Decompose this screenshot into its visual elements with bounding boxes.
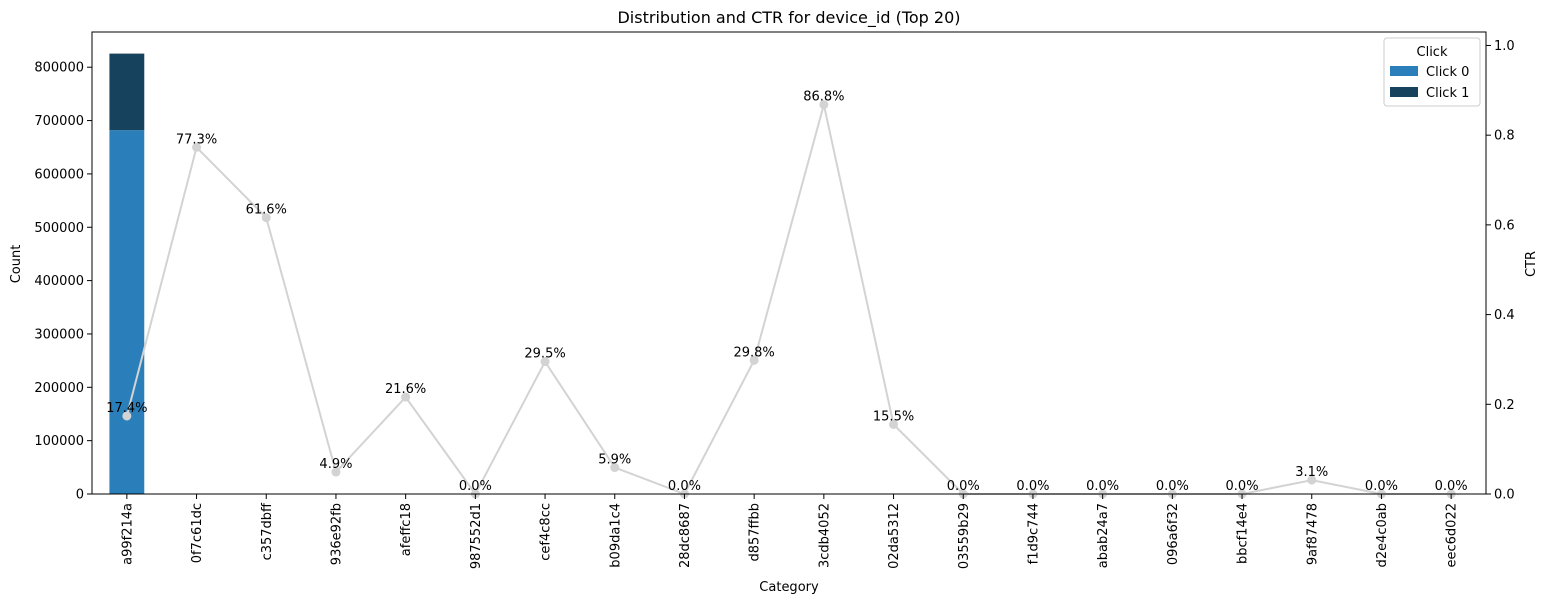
x-tick-label-3cdb4052: 3cdb4052 [817,503,832,568]
y2-tick-label-0.4: 0.4 [1494,308,1515,323]
bar-click0-a99f214a [109,130,145,494]
x-tick-label-bbcf14e4: bbcf14e4 [1236,503,1251,564]
ctr-label-cef4c8cc: 29.5% [524,347,565,362]
ctr-label-096a6f32: 0.0% [1156,479,1189,494]
ctr-point-b09da1c4 [610,463,620,473]
x-tick-label-cef4c8cc: cef4c8cc [539,503,554,561]
x-tick-label-28dc8687: 28dc8687 [678,503,693,568]
ctr-point-0f7c61dc [192,142,202,152]
x-tick-label-afeffc18: afeffc18 [399,503,414,556]
legend-title: Click [1417,45,1448,60]
ctr-point-936e92fb [331,467,341,477]
ctr-label-0f7c61dc: 77.3% [176,132,217,147]
ctr-label-02da5312: 15.5% [873,409,914,424]
ctr-label-28dc8687: 0.0% [668,479,701,494]
x-tick-label-b09da1c4: b09da1c4 [608,503,623,568]
bar-click1-a99f214a [109,53,145,131]
ctr-point-a99f214a [122,411,132,421]
legend-swatch-1 [1390,87,1418,97]
x-tick-label-02da5312: 02da5312 [887,503,902,569]
x-tick-label-03559b29: 03559b29 [957,503,972,569]
y2-tick-label-0.2: 0.2 [1494,398,1515,413]
plot-frame [91,31,1487,495]
x-tick-label-d2e4c0ab: d2e4c0ab [1375,503,1390,567]
ctr-label-a99f214a: 17.4% [106,401,147,416]
x-tick-label-0f7c61dc: 0f7c61dc [190,503,205,563]
y2-tick-label-0.6: 0.6 [1494,218,1515,233]
ctr-label-d2e4c0ab: 0.0% [1365,479,1398,494]
ctr-label-afeffc18: 21.6% [385,382,426,397]
y-axis-title: Count [9,245,24,284]
ctr-label-3cdb4052: 86.8% [803,90,844,105]
y2-tick-label-0: 0.0 [1494,488,1515,503]
x-tick-label-a99f214a: a99f214a [120,503,135,565]
x-tick-label-9af87478: 9af87478 [1305,503,1320,565]
x-tick-label-eec6d022: eec6d022 [1445,503,1460,567]
x-tick-label-abab24a7: abab24a7 [1096,503,1111,568]
ctr-label-b09da1c4: 5.9% [598,453,631,468]
axes-layer: 0 100000 200000 300000 400000 500000 600000 700… [34,31,1515,569]
chart-title: Distribution and CTR for device_id (Top … [617,8,960,28]
ctr-label-d857ffbb: 29.8% [733,345,774,360]
ctr-point-cef4c8cc [540,357,550,367]
bars-layer [109,53,1469,494]
x-tick-label-f1d9c744: f1d9c744 [1026,503,1041,564]
y-tick-label-700000: 700000 [34,114,84,129]
legend-swatch-0 [1390,66,1418,76]
y-tick-label-400000: 400000 [34,274,84,289]
y-tick-label-100000: 100000 [34,434,84,449]
ctr-label-9af87478: 3.1% [1295,465,1328,480]
x-axis-title: Category [759,580,819,595]
ctr-label-c357dbff: 61.6% [246,203,287,218]
x-tick-label-c357dbff: c357dbff [260,502,275,560]
x-tick-label-d857ffbb: d857ffbb [748,503,763,562]
legend-label-0: Click 0 [1426,65,1469,80]
ctr-label-936e92fb: 4.9% [319,457,352,472]
x-tick-label-987552d1: 987552d1 [469,503,484,569]
x-tick-label-936e92fb: 936e92fb [329,503,344,565]
ctr-label-987552d1: 0.0% [459,479,492,494]
ctr-point-d857ffbb [749,355,759,365]
legend-label-1: Click 1 [1426,86,1469,101]
y-tick-label-0: 0 [76,488,84,503]
ctr-point-02da5312 [889,419,899,429]
ctr-point-afeffc18 [401,392,411,402]
y-tick-label-500000: 500000 [34,221,84,236]
ctr-line [125,104,1452,496]
y-tick-label-300000: 300000 [34,327,84,342]
y-tick-label-200000: 200000 [34,381,84,396]
ctr-label-f1d9c744: 0.0% [1016,479,1049,494]
y2-axis-title: CTR [1524,251,1539,277]
x-tick-label-096a6f32: 096a6f32 [1166,503,1181,565]
ctr-label-eec6d022: 0.0% [1435,479,1468,494]
y2-tick-label-0.8: 0.8 [1494,129,1515,144]
ctr-point-3cdb4052 [819,100,829,110]
ctr-line-layer: 17.4% 77.3% 61.6% 4.9% 21.6% 0.0% 29.5% 5.9% 0.0… [106,90,1468,499]
legend: Click Click 0 Click 1 [1383,37,1481,107]
y2-tick-label-1: 1.0 [1494,39,1515,54]
ctr-label-bbcf14e4: 0.0% [1226,479,1259,494]
ctr-point-9af87478 [1307,475,1317,485]
ctr-point-c357dbff [261,213,271,223]
y-tick-label-800000: 800000 [34,61,84,76]
y-tick-label-600000: 600000 [34,167,84,182]
ctr-label-abab24a7: 0.0% [1086,479,1119,494]
ctr-label-03559b29: 0.0% [947,479,980,494]
